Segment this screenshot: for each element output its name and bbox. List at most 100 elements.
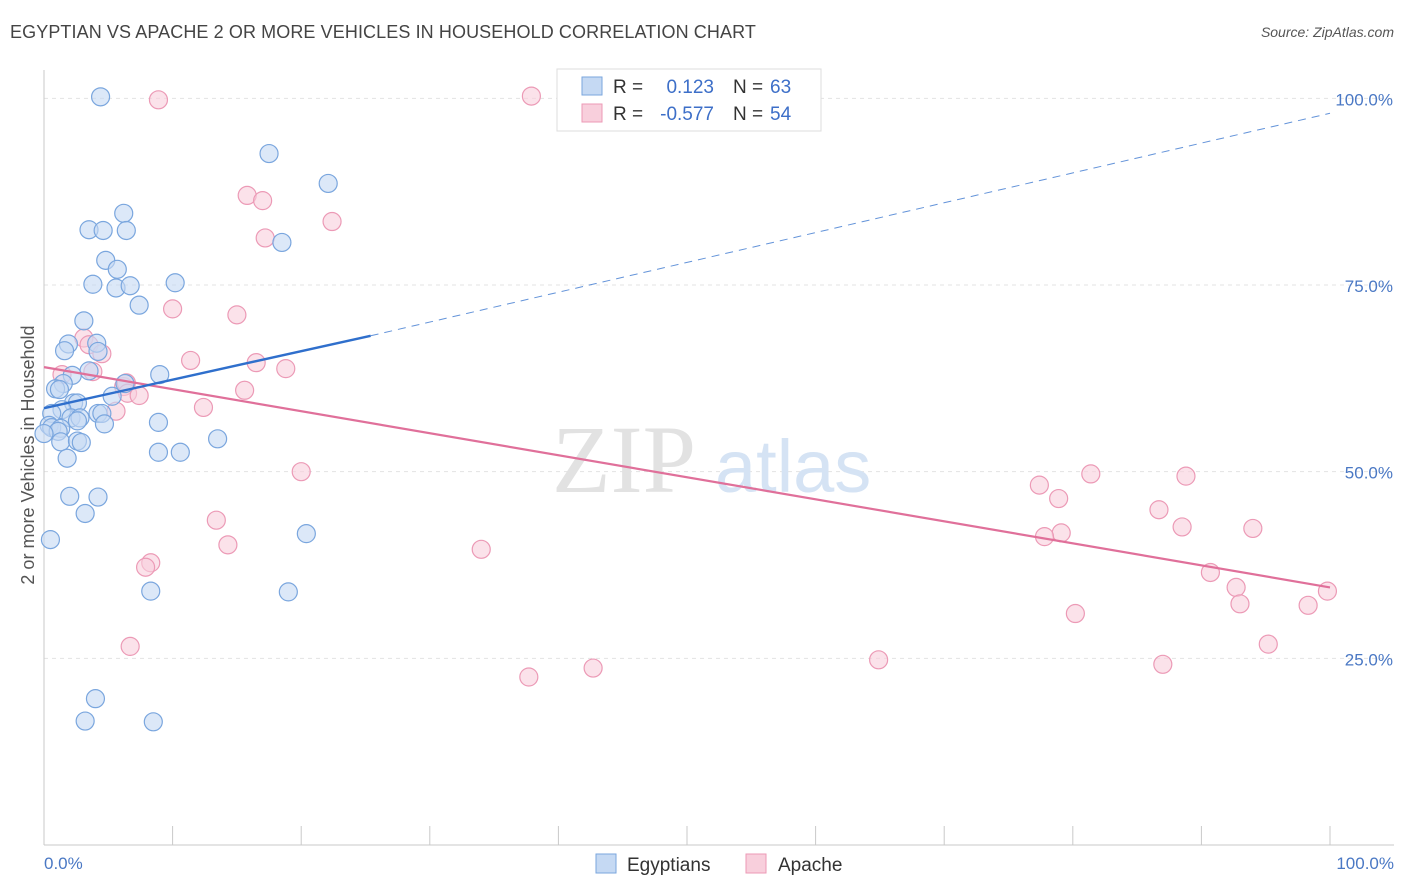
apache-point <box>1081 464 1101 484</box>
egyptian-point <box>165 273 185 293</box>
apache-point <box>181 350 201 371</box>
apache-point <box>206 510 226 530</box>
apache-point <box>583 658 603 678</box>
apache-point <box>135 557 156 577</box>
egyptian-point <box>49 379 70 400</box>
source-label: Source: ZipAtlas.com <box>1260 24 1394 40</box>
apache-point <box>218 535 238 555</box>
egyptian-point <box>143 712 163 732</box>
egyptian-point <box>296 524 316 544</box>
apache-point <box>276 359 296 379</box>
y-tick-label: 75.0% <box>1345 277 1393 296</box>
egyptian-point <box>88 487 108 507</box>
y-tick-label: 100.0% <box>1335 90 1393 109</box>
legend-r-value-apache: -0.577 <box>660 104 714 125</box>
legend-r-label-apache: R = <box>613 104 643 125</box>
egyptian-point <box>71 432 91 453</box>
apache-point <box>1298 595 1318 615</box>
y-tick-label: 25.0% <box>1345 650 1393 669</box>
y-axis-label: 2 or more Vehicles in Household <box>18 325 38 584</box>
apache-point <box>1029 475 1049 495</box>
egyptian-point <box>208 429 228 449</box>
y-tick-labels: 25.0% 50.0% 75.0% 100.0% <box>1335 90 1393 669</box>
y-tick-label: 50.0% <box>1345 464 1393 483</box>
egyptian-point <box>74 311 94 331</box>
apache-point <box>1065 603 1085 624</box>
legend-r-label-egyptians: R = <box>613 77 643 98</box>
egyptian-point <box>116 220 136 241</box>
apache-point <box>322 211 342 232</box>
egyptian-point <box>40 530 61 550</box>
bottom-legend-swatch-egyptians <box>595 853 617 874</box>
egyptians-points <box>34 87 338 732</box>
apache-point <box>1172 517 1192 537</box>
egyptian-point <box>278 582 298 602</box>
apache-point <box>163 299 183 319</box>
apache-point <box>235 380 255 400</box>
apache-point <box>120 636 140 656</box>
egyptian-point <box>318 173 338 194</box>
watermark: ZIP atlas <box>552 406 871 513</box>
egyptian-point <box>57 448 77 468</box>
egyptian-point <box>51 432 71 452</box>
apache-point <box>1243 518 1263 539</box>
legend-n-label-egyptians: N = <box>733 77 763 98</box>
axes <box>43 70 1394 846</box>
egyptian-point <box>120 276 140 296</box>
egyptian-point <box>67 411 88 431</box>
legend-n-label-apache: N = <box>733 104 763 125</box>
x-ticks <box>43 826 1331 845</box>
egyptian-point <box>88 341 108 362</box>
egyptians-trend-line <box>43 334 371 410</box>
apache-point <box>471 539 491 559</box>
legend-n-value-egyptians: 63 <box>770 77 791 98</box>
egyptian-point <box>141 581 161 601</box>
trend-lines <box>43 112 1331 589</box>
apache-point <box>1226 577 1246 598</box>
egyptian-point <box>170 442 190 462</box>
egyptian-point <box>148 412 169 432</box>
egyptian-point <box>114 203 134 223</box>
x-tick-label-min: 0.0% <box>44 854 83 873</box>
egyptian-point <box>129 295 149 315</box>
egyptian-point <box>102 386 122 406</box>
legend-swatch-apache <box>581 103 603 123</box>
bottom-legend: Egyptians Apache <box>595 853 842 876</box>
apache-point <box>1258 634 1278 654</box>
apache-point <box>869 650 889 670</box>
apache-point <box>148 90 169 110</box>
apache-point <box>1149 500 1169 520</box>
apache-point <box>1153 654 1173 674</box>
egyptian-point <box>75 503 95 524</box>
egyptian-point <box>272 232 292 253</box>
egyptian-point <box>85 689 106 709</box>
apache-point <box>253 191 273 211</box>
watermark-zip: ZIP <box>552 406 696 513</box>
bottom-legend-swatch-apache <box>745 853 767 874</box>
bottom-legend-label-apache: Apache <box>778 855 842 876</box>
chart-title: EGYPTIAN VS APACHE 2 OR MORE VEHICLES IN… <box>10 22 756 42</box>
egyptian-point <box>79 361 99 381</box>
egyptian-point <box>107 259 127 279</box>
stats-legend: R = 0.123 N = 63 R = -0.577 N = 54 <box>556 68 822 132</box>
egyptian-point <box>259 143 279 164</box>
egyptian-point <box>93 220 113 241</box>
apache-point <box>1049 488 1069 509</box>
apache-point <box>1176 466 1196 486</box>
egyptian-point <box>83 274 103 294</box>
apache-point <box>193 397 214 418</box>
egyptian-point <box>60 486 80 506</box>
grid-lines <box>44 97 1394 659</box>
egyptian-point <box>94 414 115 434</box>
x-tick-label-max: 100.0% <box>1336 854 1394 873</box>
apache-point <box>227 305 247 325</box>
egyptian-point <box>90 87 111 107</box>
egyptian-point <box>148 442 169 462</box>
egyptians-trend-extension <box>370 112 1331 337</box>
legend-r-value-egyptians: 0.123 <box>666 77 714 98</box>
apache-point <box>521 86 541 106</box>
legend-n-value-apache: 54 <box>770 104 792 125</box>
legend-swatch-egyptians <box>581 76 603 96</box>
egyptian-point <box>75 711 95 731</box>
